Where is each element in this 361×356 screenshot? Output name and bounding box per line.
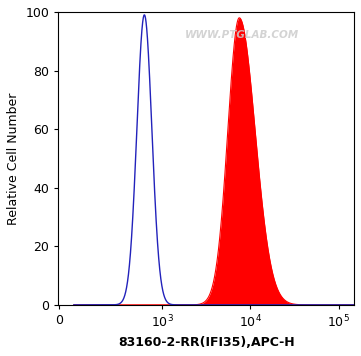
Text: WWW.PTGLAB.COM: WWW.PTGLAB.COM [184, 30, 299, 40]
X-axis label: 83160-2-RR(IFI35),APC-H: 83160-2-RR(IFI35),APC-H [118, 336, 295, 349]
Y-axis label: Relative Cell Number: Relative Cell Number [7, 92, 20, 225]
